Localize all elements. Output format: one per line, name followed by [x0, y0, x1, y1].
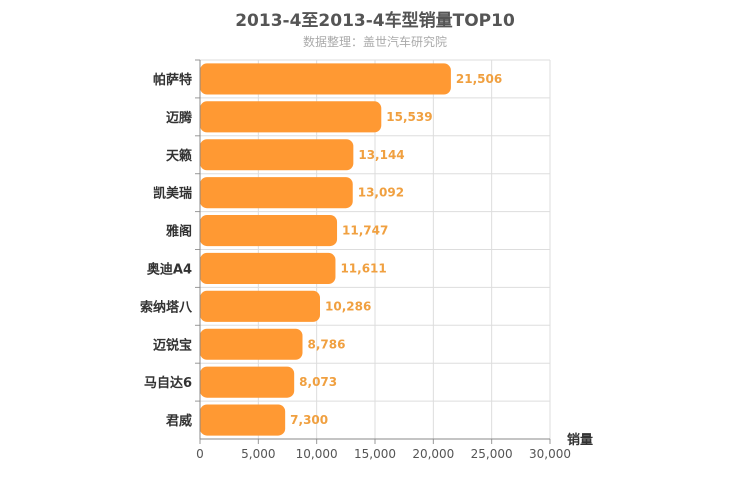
bar	[200, 252, 336, 284]
bar	[200, 404, 286, 436]
category-label: 雅阁	[166, 224, 192, 240]
value-label: 13,144	[358, 148, 404, 162]
bar	[200, 328, 303, 360]
value-label: 11,611	[340, 261, 386, 275]
bar	[200, 139, 354, 171]
grid	[200, 59, 551, 440]
bar	[200, 63, 451, 95]
value-label: 11,747	[342, 224, 388, 238]
bar	[200, 366, 295, 398]
category-label: 天籁	[166, 148, 192, 164]
value-label: 10,286	[325, 299, 371, 313]
value-label: 13,092	[358, 186, 404, 200]
category-label: 奥迪A4	[147, 261, 192, 277]
category-label: 帕萨特	[153, 72, 192, 88]
bar	[200, 101, 382, 133]
value-label: 7,300	[290, 413, 328, 427]
x-tick-label: 25,000	[471, 447, 513, 461]
value-label: 8,786	[308, 337, 346, 351]
value-label: 21,506	[456, 72, 502, 86]
x-tick-label: 15,000	[354, 447, 396, 461]
category-label: 迈锐宝	[153, 337, 192, 353]
chart-subtitle: 数据整理：盖世汽车研究院	[302, 35, 447, 49]
category-label: 迈腾	[166, 110, 193, 126]
category-label: 凯美瑞	[153, 186, 192, 202]
chart-title: 2013-4至2013-4车型销量TOP10	[235, 11, 515, 31]
value-label: 8,073	[299, 375, 337, 389]
x-tick-label: 0	[196, 447, 204, 461]
value-label: 15,539	[386, 110, 432, 124]
bar	[200, 177, 353, 209]
bar	[200, 290, 321, 322]
x-axis-title: 销量	[567, 432, 593, 448]
bar	[200, 215, 338, 247]
category-label: 君威	[166, 413, 192, 429]
axes: 0 5,000 10,000 15,000 20,000 25,000 30,000 帕萨特迈…	[140, 59, 571, 461]
x-tick-label: 5,000	[241, 447, 275, 461]
x-tick-label: 10,000	[296, 447, 338, 461]
x-tick-label: 20,000	[412, 447, 454, 461]
x-tick-label: 30,000	[529, 447, 571, 461]
category-label: 马自达6	[144, 375, 192, 391]
bars: 21,506 15,539 13,144 13,092 11,747 11,611 10,2…	[200, 63, 502, 436]
category-label: 索纳塔八	[140, 299, 193, 315]
